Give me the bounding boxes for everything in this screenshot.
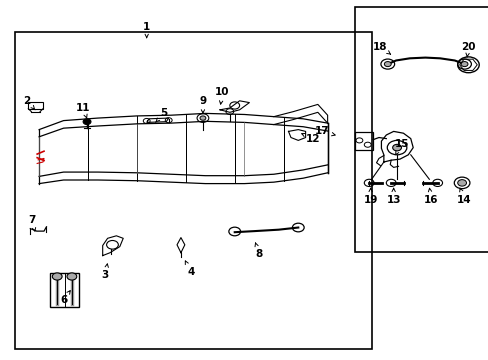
Text: 14: 14 xyxy=(456,188,471,205)
Text: 12: 12 xyxy=(301,134,320,144)
Text: 11: 11 xyxy=(76,103,90,118)
Circle shape xyxy=(457,180,466,186)
Text: 8: 8 xyxy=(255,243,262,259)
Text: 10: 10 xyxy=(215,87,229,104)
Text: 4: 4 xyxy=(185,261,194,277)
Circle shape xyxy=(460,62,467,67)
Text: 13: 13 xyxy=(386,188,400,205)
Text: 2: 2 xyxy=(23,96,35,110)
Text: 5: 5 xyxy=(155,108,167,122)
Circle shape xyxy=(83,119,91,125)
Circle shape xyxy=(200,116,205,120)
Text: 16: 16 xyxy=(423,188,438,205)
Bar xyxy=(354,7,488,252)
Circle shape xyxy=(392,144,401,151)
Text: 9: 9 xyxy=(199,96,206,113)
Text: 15: 15 xyxy=(394,139,408,155)
Bar xyxy=(15,32,371,349)
Text: 7: 7 xyxy=(28,215,36,231)
Text: 18: 18 xyxy=(372,42,390,54)
Text: 17: 17 xyxy=(314,126,334,136)
Text: 19: 19 xyxy=(363,188,377,205)
Circle shape xyxy=(384,62,390,67)
Bar xyxy=(28,102,43,109)
Bar xyxy=(354,132,372,150)
Text: 6: 6 xyxy=(60,291,70,305)
Circle shape xyxy=(52,273,62,280)
Text: 3: 3 xyxy=(102,264,108,280)
Bar xyxy=(50,273,79,307)
Circle shape xyxy=(67,273,77,280)
Text: 20: 20 xyxy=(460,42,475,57)
Text: 1: 1 xyxy=(143,22,150,38)
